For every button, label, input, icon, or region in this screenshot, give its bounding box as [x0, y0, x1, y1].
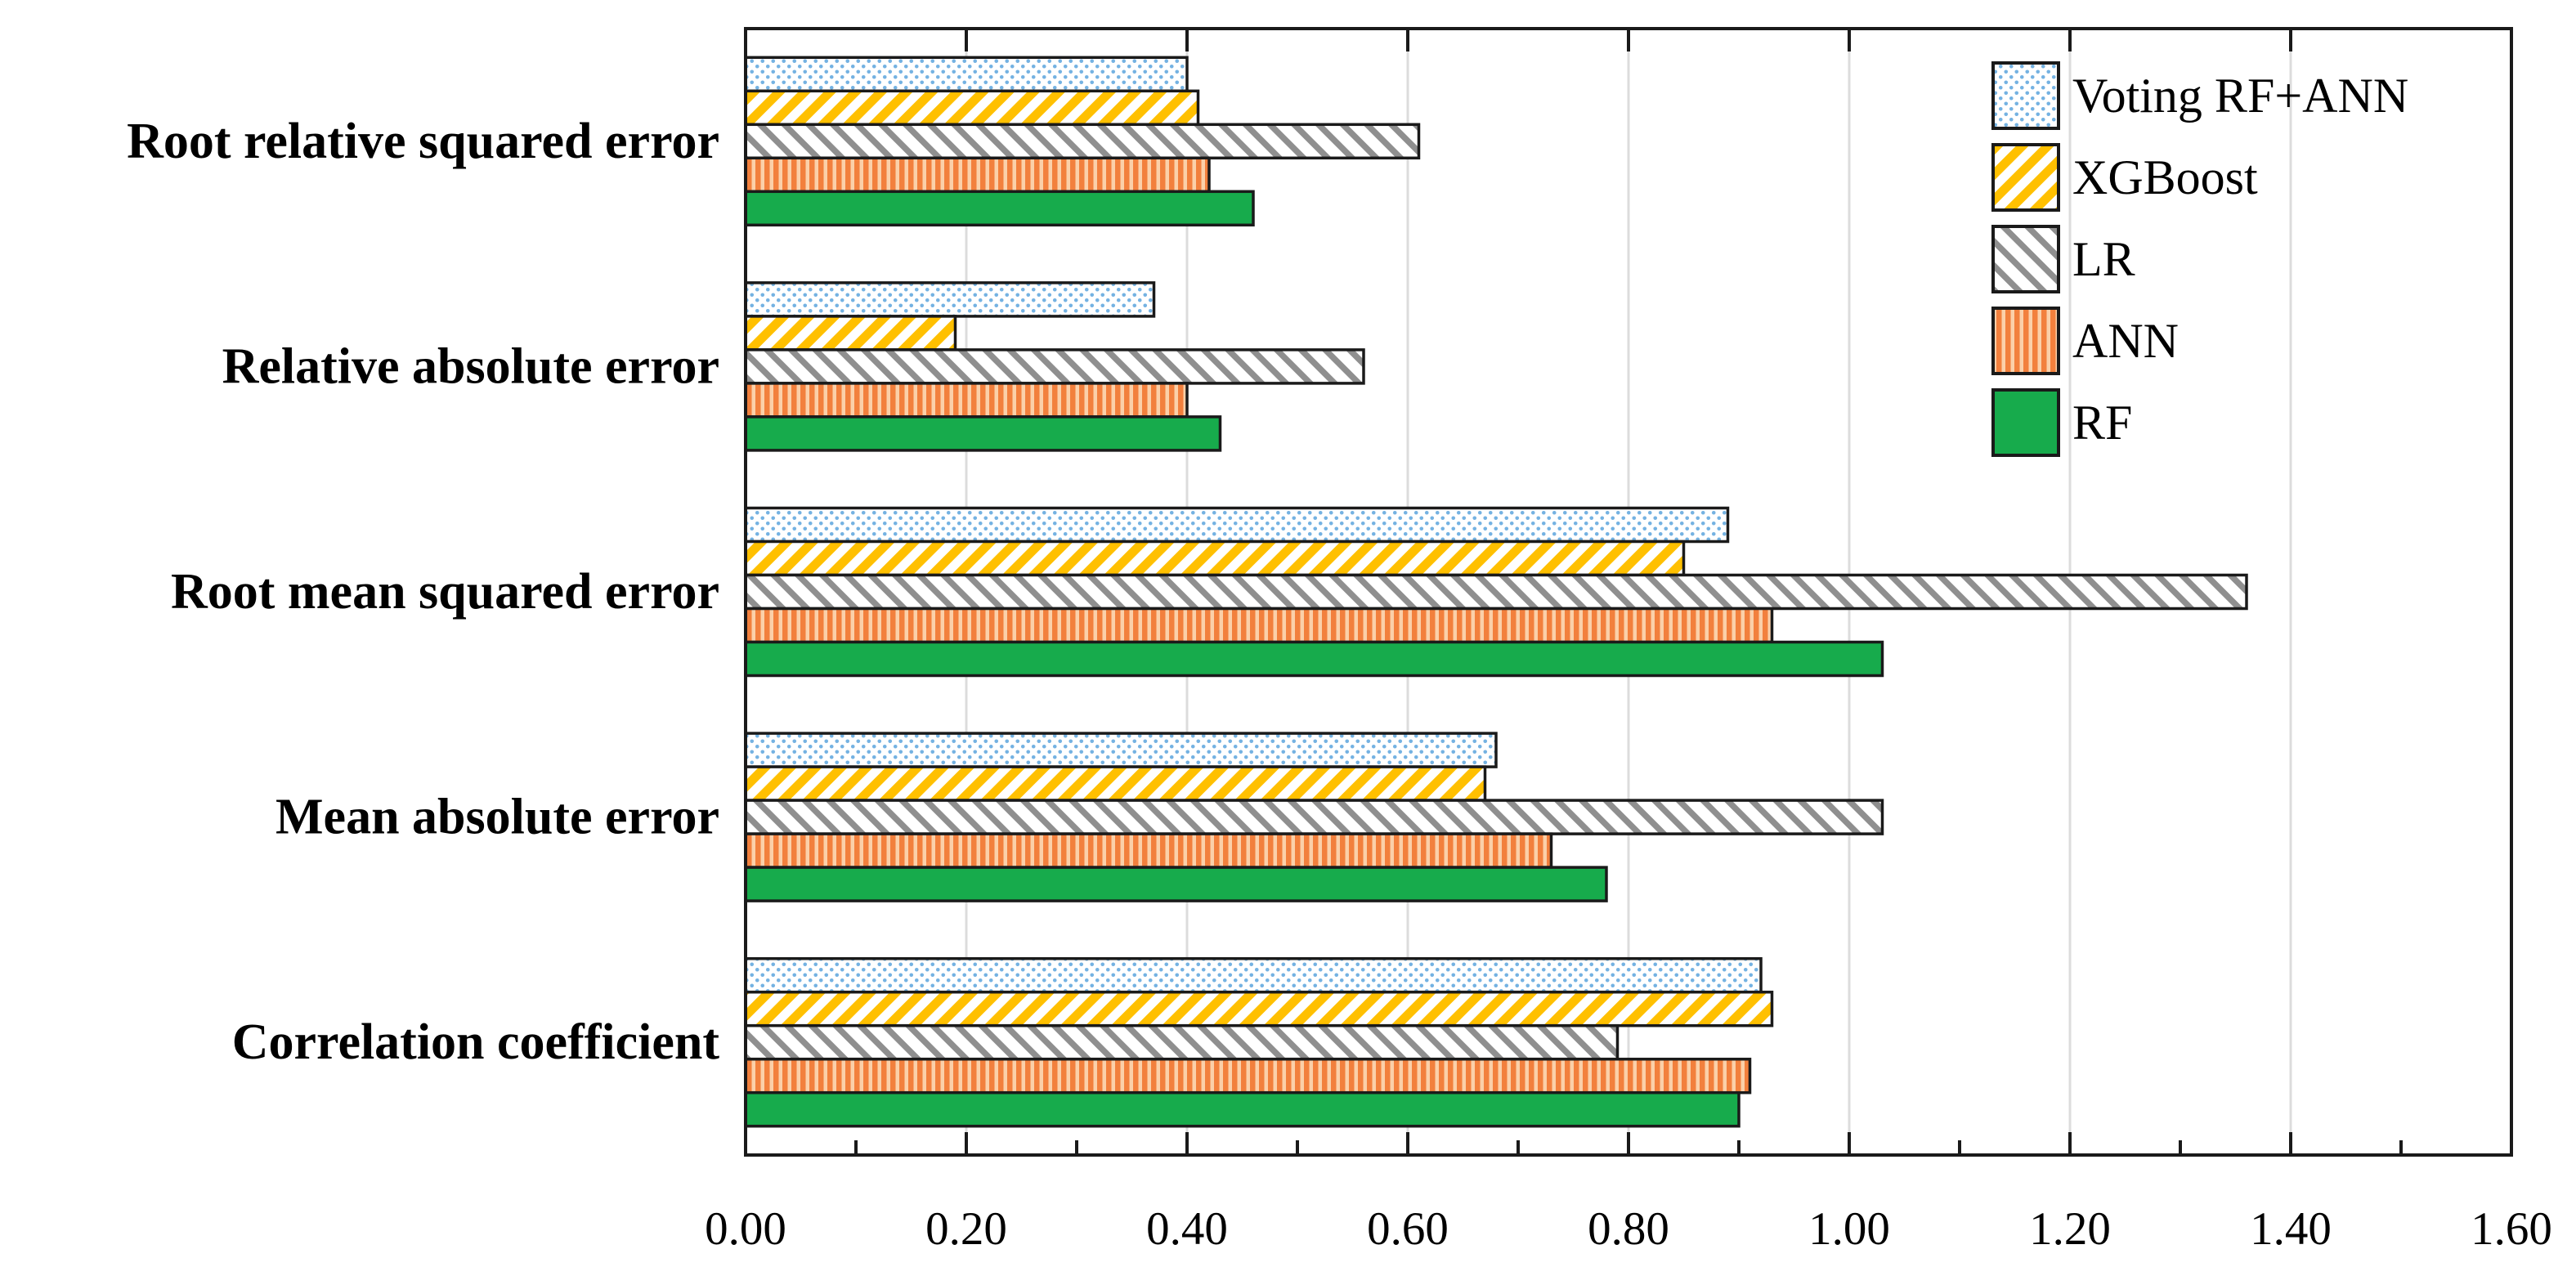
x-tick-label: 1.60 [2471, 1203, 2552, 1255]
category-label: Relative absolute error [222, 338, 719, 394]
bar-xgboost-cat4 [744, 765, 1487, 802]
bar-ann-cat4 [744, 832, 1553, 869]
bar-xgboost-cat2 [744, 315, 957, 351]
legend-swatch-xgboost [1991, 143, 2060, 212]
bar-xgboost-cat1 [744, 89, 1200, 127]
bar-voting-rf-ann-cat2 [744, 281, 1156, 318]
x-tick-label: 1.00 [1808, 1203, 1890, 1255]
labels-layer: 0.00 0.20 0.40 0.60 0.80 1.00 1.20 1.40 1.60 Root… [127, 114, 2552, 1255]
legend-swatch-voting-rf-ann [1991, 61, 2060, 130]
bar-xgboost-cat3 [744, 540, 1686, 577]
x-tick-label: 0.00 [705, 1203, 786, 1255]
bar-voting-rf-ann-cat5 [744, 956, 1763, 994]
bar-lr-cat2 [744, 348, 1365, 385]
bar-lr-cat1 [744, 123, 1421, 160]
legend-label: RF [2072, 396, 2132, 450]
bar-lr-cat4 [744, 799, 1884, 835]
bar-ann-cat2 [744, 382, 1189, 419]
legend: Voting RF+ANN XGBoost LR ANN RF [1991, 61, 2408, 457]
category-label: Mean absolute error [276, 790, 719, 845]
bar-voting-rf-ann-cat1 [744, 56, 1189, 93]
legend-label: Voting RF+ANN [2072, 69, 2408, 123]
x-tick-label: 0.20 [925, 1203, 1007, 1255]
x-tick-label: 0.60 [1367, 1203, 1449, 1255]
x-tick-label: 1.20 [2029, 1203, 2111, 1255]
x-tick-label: 0.40 [1146, 1203, 1228, 1255]
x-tick-label: 0.80 [1588, 1203, 1669, 1255]
legend-label: XGBoost [2072, 150, 2258, 204]
category-label: Root mean squared error [171, 564, 719, 620]
bar-voting-rf-ann-cat3 [744, 506, 1730, 544]
bars-layer [744, 56, 2248, 1128]
bar-ann-cat1 [744, 156, 1211, 194]
bar-voting-rf-ann-cat4 [744, 732, 1498, 768]
legend-label: LR [2072, 232, 2135, 286]
bar-xgboost-cat5 [744, 990, 1774, 1028]
bar-lr-cat5 [744, 1023, 1620, 1061]
legend-swatch-lr [1991, 225, 2060, 293]
bar-rf-cat4 [744, 866, 1608, 902]
bar-rf-cat2 [744, 415, 1222, 452]
axes-layer [744, 27, 2513, 1157]
category-label: Correlation coefficient [232, 1014, 720, 1070]
legend-swatch-rf [1991, 388, 2060, 457]
legend-label: ANN [2072, 314, 2179, 368]
legend-swatch-ann [1991, 307, 2060, 375]
bar-lr-cat3 [744, 573, 2248, 611]
bar-rf-cat5 [744, 1090, 1740, 1128]
bar-ann-cat5 [744, 1057, 1752, 1095]
category-label: Root relative squared error [127, 114, 719, 169]
bar-rf-cat1 [744, 190, 1255, 227]
bar-ann-cat3 [744, 607, 1774, 644]
bar-rf-cat3 [744, 640, 1884, 678]
x-tick-label: 1.40 [2250, 1203, 2332, 1255]
